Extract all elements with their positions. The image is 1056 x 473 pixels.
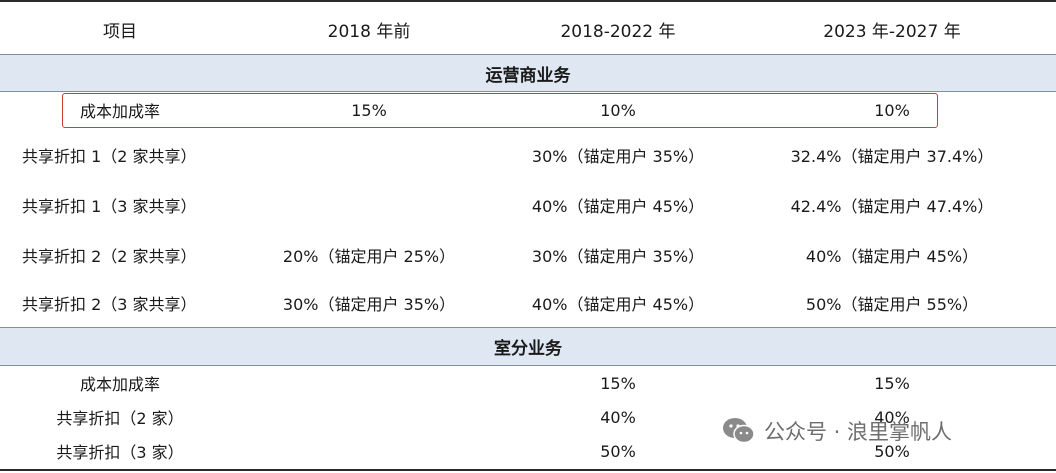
cell-before-2018: 15%: [351, 100, 387, 120]
row-label: 成本加成率: [79, 102, 160, 121]
table-bottom-rule: [0, 469, 1056, 471]
row-label: 共享折扣 1（2 家共享）: [22, 147, 197, 166]
row-label: 共享折扣（3 家）: [56, 443, 184, 462]
table-row: 共享折扣（3 家） 50% 50%: [0, 434, 1056, 468]
cell-2023-2027: 15%: [874, 373, 910, 393]
table-row: 成本加成率 15% 10% 10%: [0, 90, 1056, 130]
table-row: 共享折扣 2（2 家共享） 20%（锚定用户 25%） 30%（锚定用户 35%…: [0, 230, 1056, 280]
cell-before-2018: 20%（锚定用户 25%）: [282, 247, 456, 266]
cell-before-2018: 30%（锚定用户 35%）: [282, 295, 456, 314]
section-title: 运营商业务: [485, 65, 571, 86]
row-label: 共享折扣（2 家）: [56, 409, 184, 428]
highlight-box: [62, 93, 938, 128]
cell-2018-2022: 15%: [600, 373, 636, 393]
watermark: 公众号 · 浪里掌帆人: [722, 413, 952, 449]
cell-2023-2027: 10%: [874, 100, 910, 120]
cell-2023-2027: 32.4%（锚定用户 37.4%）: [790, 147, 994, 166]
cell-before-2018: [240, 366, 498, 400]
cell-2018-2022: 40%: [600, 407, 636, 427]
section-indoor-business: 室分业务: [0, 327, 1056, 366]
table-row: 共享折扣 1（3 家共享） 40%（锚定用户 45%） 42.4%（锚定用户 4…: [0, 180, 1056, 230]
table-row: 共享折扣 1（2 家共享） 30%（锚定用户 35%） 32.4%（锚定用户 3…: [0, 130, 1056, 180]
cell-2023-2027: 40%（锚定用户 45%）: [805, 247, 979, 266]
header-before-2018: 2018 年前: [327, 21, 411, 42]
cell-2023-2027: 42.4%（锚定用户 47.4%）: [790, 197, 994, 216]
row-label: 共享折扣 1（3 家共享）: [22, 197, 197, 216]
table-row: 成本加成率 15% 15%: [0, 366, 1056, 400]
cell-2018-2022: 40%（锚定用户 45%）: [531, 197, 705, 216]
section-operator-business: 运营商业务: [0, 54, 1056, 92]
cell-2023-2027: 40%: [874, 407, 910, 427]
cell-2023-2027: 50%（锚定用户 55%）: [805, 295, 979, 314]
cell-before-2018: [240, 434, 498, 468]
wechat-icon: [723, 418, 755, 444]
cell-2018-2022: 30%（锚定用户 35%）: [531, 247, 705, 266]
cell-2018-2022: 30%（锚定用户 35%）: [531, 147, 705, 166]
table-row: 共享折扣（2 家） 40% 40%: [0, 400, 1056, 434]
cell-before-2018: [240, 400, 498, 434]
cell-2018-2022: 50%: [600, 441, 636, 461]
table-row: 共享折扣 2（3 家共享） 30%（锚定用户 35%） 40%（锚定用户 45%…: [0, 280, 1056, 326]
section-title: 室分业务: [494, 339, 562, 359]
row-label: 共享折扣 2（3 家共享）: [22, 295, 197, 314]
cell-2023-2027: 50%: [874, 441, 910, 461]
cell-2018-2022: 10%: [600, 100, 636, 120]
header-2023-2027: 2023 年-2027 年: [823, 21, 961, 42]
table-header-row: 项目 2018 年前 2018-2022 年 2023 年-2027 年: [0, 0, 1056, 56]
watermark-text: 公众号 · 浪里掌帆人: [764, 420, 953, 444]
cell-2018-2022: 40%（锚定用户 45%）: [531, 295, 705, 314]
row-label: 成本加成率: [79, 375, 160, 394]
cell-before-2018: [240, 180, 498, 230]
row-label: 共享折扣 2（2 家共享）: [22, 247, 197, 266]
header-item: 项目: [103, 21, 137, 42]
cell-before-2018: [240, 130, 498, 180]
header-2018-2022: 2018-2022 年: [560, 21, 676, 42]
